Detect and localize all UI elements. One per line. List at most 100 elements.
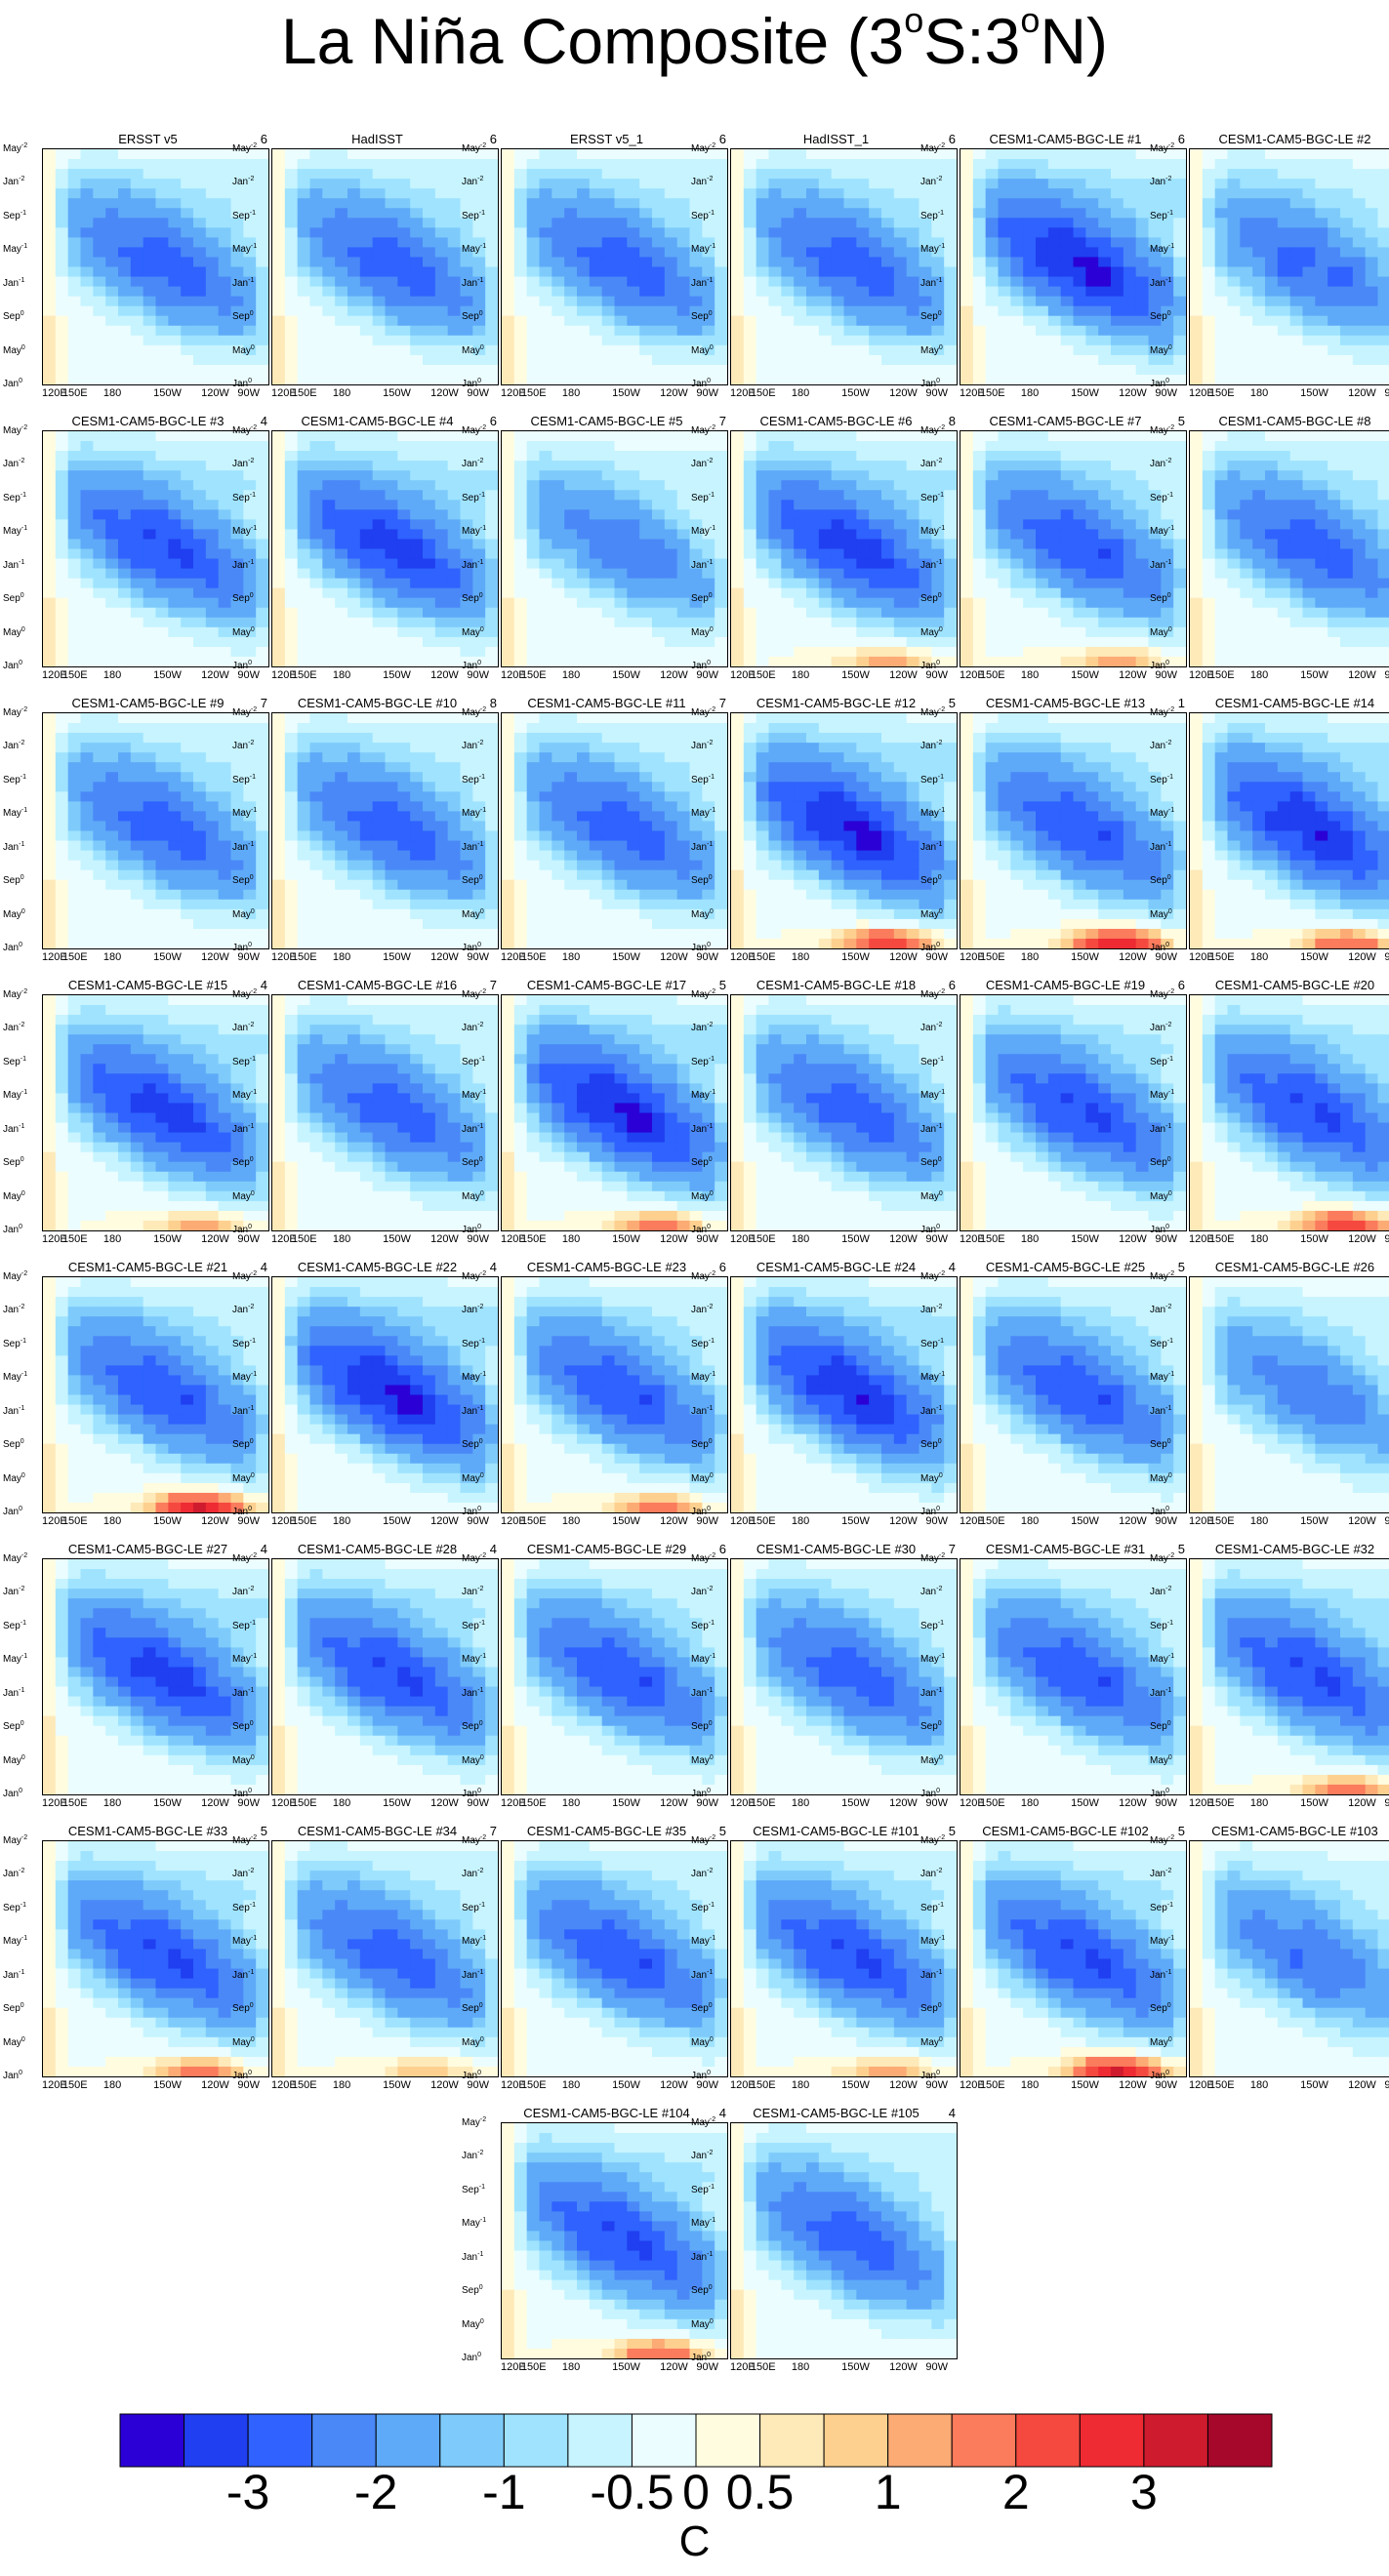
heatmap-cell (664, 431, 678, 442)
heatmap-cell (193, 607, 207, 619)
y-tick-label: May0 (691, 344, 714, 356)
heatmap-cell (639, 470, 653, 481)
heatmap-cell (272, 636, 286, 648)
heatmap-cell (906, 636, 920, 648)
x-tick-label: 180 (562, 669, 580, 681)
heatmap-cell (1047, 179, 1062, 189)
heatmap-cell (309, 548, 323, 560)
heatmap-cell (385, 490, 398, 501)
heatmap-cell (893, 198, 908, 209)
heatmap-cell (1098, 179, 1112, 189)
heatmap-cell (143, 276, 157, 288)
heatmap-cell (347, 636, 361, 648)
y-tick-month: May (462, 425, 480, 436)
heatmap-cell (818, 315, 833, 327)
heatmap-cell (589, 587, 603, 599)
y-tick-year: 0 (477, 660, 481, 666)
heatmap-cell (1202, 335, 1216, 346)
heatmap-cell (1214, 159, 1229, 170)
heatmap-cell (743, 286, 757, 298)
heatmap-cell (869, 335, 882, 346)
heatmap-cell (55, 558, 69, 570)
heatmap-cell (181, 169, 194, 180)
heatmap-cell (664, 169, 678, 180)
heatmap-cell (502, 188, 515, 199)
heatmap-cell (998, 344, 1011, 356)
heatmap-cell (256, 335, 269, 346)
heatmap-cell (460, 266, 473, 278)
heatmap-cell (652, 247, 666, 259)
heatmap-cell (205, 539, 220, 550)
heatmap-cell (731, 325, 745, 337)
heatmap-cell (843, 519, 857, 531)
heatmap-cell (218, 354, 232, 366)
heatmap-cell (105, 344, 119, 356)
heatmap-cell (881, 490, 895, 501)
heatmap-cell (309, 344, 323, 356)
heatmap-cell (1085, 325, 1099, 337)
heatmap-cell (1161, 237, 1174, 249)
heatmap-cell (564, 451, 578, 462)
heatmap-cell (1289, 198, 1304, 209)
heatmap-cell (1173, 188, 1187, 199)
heatmap-cell (856, 286, 870, 298)
heatmap-cell (359, 344, 374, 356)
heatmap-cell (1135, 208, 1150, 219)
heatmap-cell (1173, 461, 1187, 471)
heatmap-cell (218, 519, 232, 531)
heatmap-cell (756, 587, 770, 599)
heatmap-cell (118, 656, 132, 667)
heatmap-cell (715, 529, 728, 541)
heatmap-cell (218, 276, 232, 288)
heatmap-cell (652, 558, 666, 570)
heatmap-cell (768, 149, 782, 160)
heatmap-cell (1060, 169, 1075, 180)
heatmap-cell (906, 237, 920, 249)
heatmap-cell (372, 441, 387, 452)
heatmap-cell (1123, 335, 1137, 346)
heatmap-cell (856, 296, 870, 307)
heatmap-cell (1085, 257, 1099, 268)
heatmap-cell (985, 208, 1000, 219)
heatmap-cell (856, 509, 870, 520)
x-tick-label: 120E (960, 387, 985, 399)
heatmap-cell (601, 597, 616, 609)
heatmap-cell (1060, 344, 1075, 356)
heatmap-cell (297, 568, 311, 580)
heatmap-cell (639, 179, 653, 189)
heatmap-cell (715, 548, 728, 560)
heatmap-cell (985, 257, 1000, 268)
heatmap-cell (639, 617, 653, 628)
heatmap-cell (93, 461, 106, 471)
heatmap-cell (297, 626, 311, 638)
heatmap-cell (130, 257, 144, 268)
heatmap-cell (1377, 325, 1389, 337)
heatmap-cell (80, 509, 94, 520)
heatmap-cell (676, 335, 691, 346)
y-tick-month: May (3, 345, 21, 356)
heatmap-cell (552, 431, 565, 442)
heatmap-cell (1073, 335, 1086, 346)
heatmap-cell (218, 159, 232, 170)
heatmap-cell (1173, 208, 1187, 219)
heatmap-cell (931, 218, 945, 228)
heatmap-cell (284, 490, 299, 501)
heatmap-cell (1252, 305, 1266, 317)
heatmap-cell (1352, 208, 1367, 219)
heatmap-cell (347, 587, 361, 599)
heatmap-cell (93, 354, 106, 366)
heatmap-cell (806, 286, 820, 298)
heatmap-cell (272, 276, 286, 288)
heatmap-cell (806, 500, 820, 510)
heatmap-cell (869, 208, 882, 219)
heatmap-cell (67, 296, 82, 307)
heatmap-cell (639, 461, 653, 471)
heatmap-cell (601, 208, 616, 219)
heatmap-cell (193, 218, 207, 228)
heatmap-cell (526, 548, 541, 560)
heatmap-cell (756, 208, 770, 219)
heatmap-cell (55, 305, 69, 317)
heatmap-cell (1047, 539, 1062, 550)
heatmap-cell (1352, 218, 1367, 228)
x-tick-label: 120W (430, 387, 459, 399)
